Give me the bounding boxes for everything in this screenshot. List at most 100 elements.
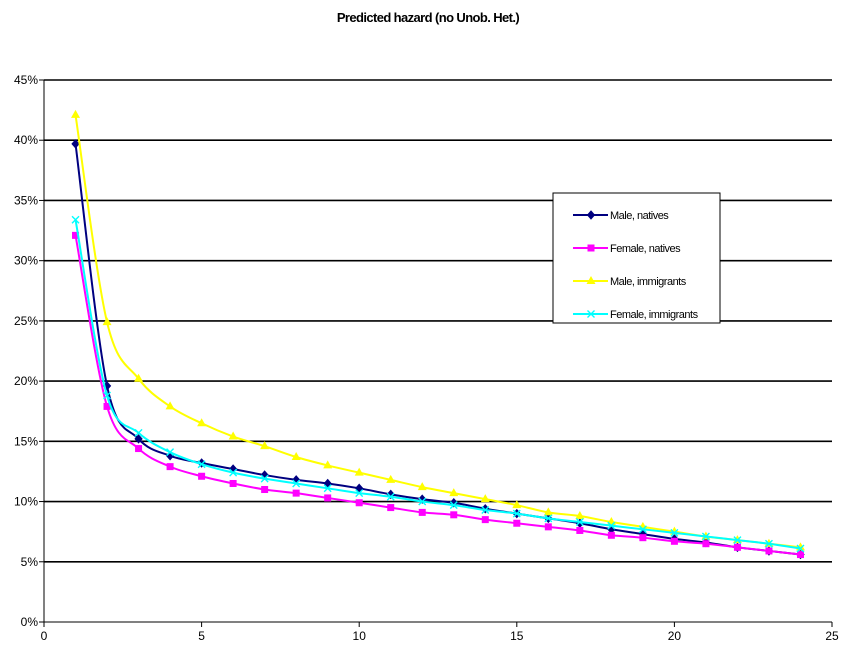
- data-point-triangle: [165, 401, 175, 410]
- data-point-x: [796, 544, 805, 553]
- legend-entry: Female, natives: [573, 243, 682, 255]
- data-point-triangle: [417, 482, 427, 491]
- x-tick-label: 10: [353, 629, 367, 643]
- data-point-x: [166, 448, 175, 457]
- data-point-triangle: [575, 511, 585, 520]
- series-1: [72, 231, 804, 559]
- axes: 0% 5% 10% 15% 20% 25% 30% 35% 40% 45% 0 5 10 15 20 25: [14, 73, 839, 643]
- data-point-square: [639, 534, 647, 542]
- data-point-diamond: [386, 489, 395, 500]
- legend-label: Female, immigrants: [610, 309, 699, 321]
- data-point-x: [575, 518, 584, 527]
- data-point-triangle: [323, 460, 333, 469]
- data-point-x: [481, 505, 490, 514]
- legend: Male, natives Female, natives Male, immigr…: [552, 192, 721, 324]
- series-line: [74, 114, 801, 549]
- legend-label: Male, natives: [610, 210, 669, 222]
- data-point-triangle: [71, 109, 81, 118]
- data-point-triangle: [228, 431, 238, 440]
- legend-label: Female, natives: [610, 243, 681, 255]
- y-tick-label: 20%: [14, 374, 38, 388]
- y-tick-label: 25%: [14, 314, 38, 328]
- legend-label: Male, immigrants: [610, 276, 687, 288]
- data-point-x: [544, 514, 553, 523]
- data-point-square: [513, 519, 521, 527]
- legend-entry: Male, immigrants: [573, 276, 687, 288]
- data-point-square: [292, 489, 300, 497]
- data-point-triangle: [512, 500, 522, 509]
- data-point-square: [135, 445, 143, 453]
- data-point-square: [72, 231, 80, 239]
- data-point-square: [261, 486, 269, 494]
- x-tick-label: 15: [510, 629, 524, 643]
- data-point-x: [134, 428, 143, 437]
- data-point-x: [197, 460, 206, 469]
- data-point-triangle: [354, 467, 364, 476]
- data-point-diamond: [134, 434, 143, 444]
- x-tick-label: 25: [825, 629, 839, 643]
- data-point-triangle: [260, 441, 270, 450]
- chart-title: Predicted hazard (no Unob. Het.): [337, 10, 520, 25]
- data-point-square: [418, 508, 426, 516]
- series-2: [71, 109, 805, 551]
- series-3: [71, 215, 805, 553]
- data-point-square: [576, 526, 584, 534]
- data-point-square: [166, 463, 174, 471]
- data-point-triangle: [386, 474, 396, 483]
- data-point-x: [733, 536, 742, 545]
- data-point-x: [670, 528, 679, 537]
- data-point-x: [418, 497, 427, 506]
- gridlines: [44, 79, 832, 563]
- data-point-square: [387, 504, 395, 512]
- data-point-x: [260, 474, 269, 483]
- data-point-square: [450, 511, 458, 519]
- data-point-x: [764, 539, 773, 548]
- data-point-triangle: [449, 488, 459, 497]
- data-point-square: [796, 551, 804, 559]
- y-tick-label: 10%: [14, 495, 38, 509]
- data-point-triangle: [543, 507, 553, 516]
- data-point-triangle: [102, 317, 112, 326]
- legend-marker-x: [587, 310, 595, 318]
- data-point-square: [198, 472, 206, 480]
- legend-entry: Male, natives: [573, 210, 670, 222]
- data-point-x: [701, 532, 710, 541]
- data-point-square: [103, 402, 111, 410]
- x-tick-label: 0: [41, 629, 48, 643]
- data-point-x: [323, 484, 332, 493]
- legend-marker-triangle: [586, 276, 596, 284]
- data-point-square: [765, 547, 773, 555]
- data-point-x: [638, 525, 647, 534]
- data-point-triangle: [291, 451, 301, 460]
- data-point-square: [733, 543, 741, 551]
- data-point-x: [229, 468, 238, 477]
- data-point-x: [607, 521, 616, 530]
- y-tick-label: 5%: [21, 555, 39, 569]
- y-tick-label: 30%: [14, 254, 38, 268]
- data-point-square: [324, 494, 332, 502]
- y-tick-label: 45%: [14, 73, 38, 87]
- data-point-x: [71, 215, 80, 224]
- data-point-square: [670, 537, 678, 545]
- data-point-x: [355, 489, 364, 498]
- data-point-triangle: [480, 494, 490, 503]
- data-point-square: [355, 499, 363, 507]
- data-point-x: [512, 509, 521, 518]
- y-tick-label: 35%: [14, 193, 38, 207]
- data-point-x: [449, 501, 458, 510]
- x-tick-label: 5: [198, 629, 205, 643]
- y-tick-label: 40%: [14, 133, 38, 147]
- x-tick-label: 20: [668, 629, 682, 643]
- data-point-diamond: [418, 494, 427, 504]
- data-point-x: [386, 492, 395, 501]
- data-point-x: [292, 479, 301, 488]
- legend-marker-diamond: [586, 210, 596, 220]
- data-point-square: [229, 479, 237, 487]
- data-point-square: [481, 516, 489, 524]
- y-tick-label: 0%: [21, 615, 39, 629]
- data-point-triangle: [197, 418, 207, 427]
- legend-marker-square: [587, 244, 595, 252]
- legend-entry: Female, immigrants: [573, 309, 699, 321]
